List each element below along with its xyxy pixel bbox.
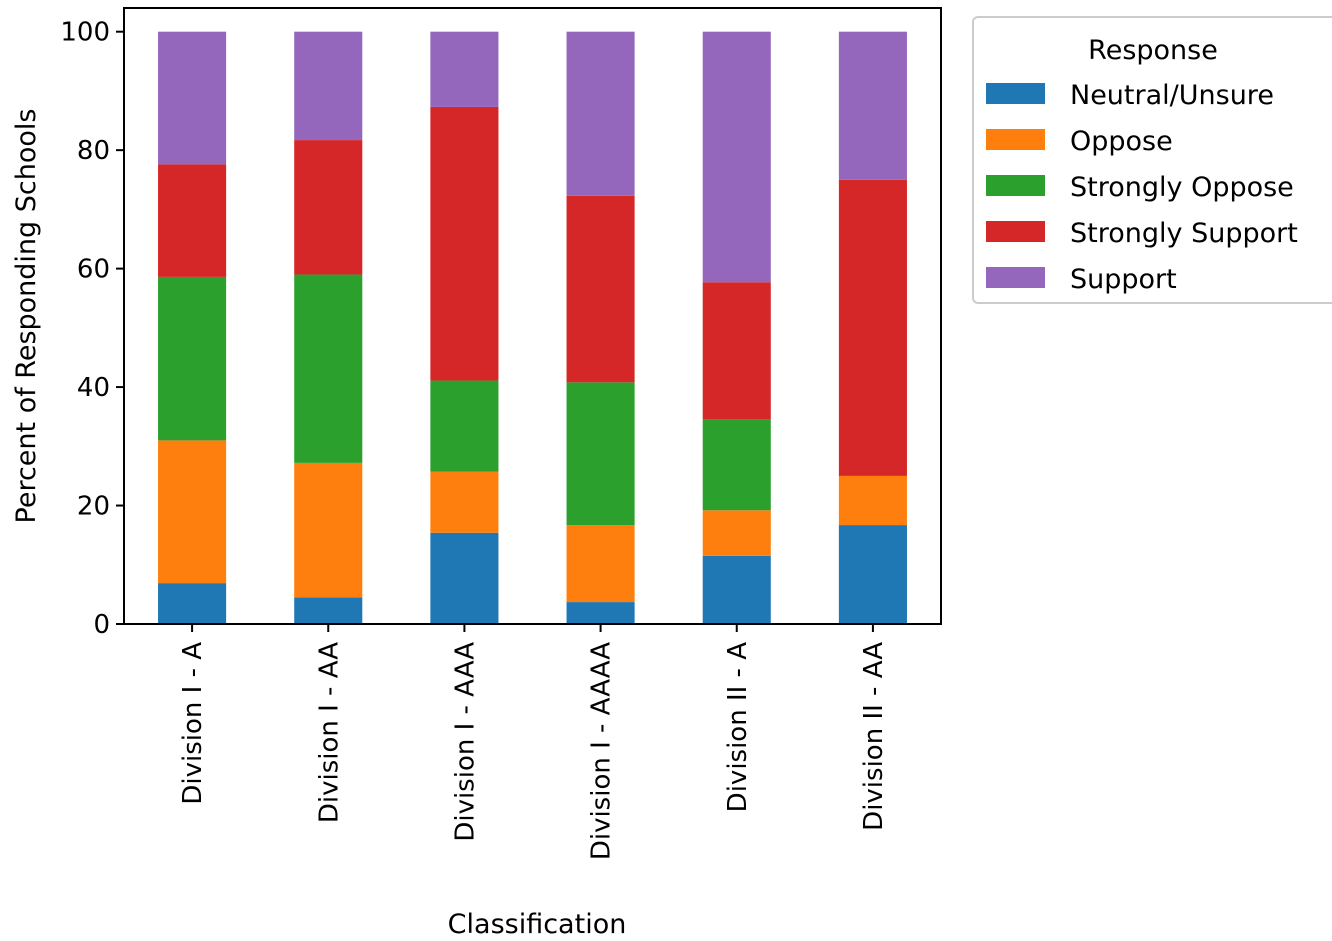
x-tick-label-4: Division II - A xyxy=(723,642,753,813)
legend-swatch-3 xyxy=(986,221,1045,242)
x-tick-label-1: Division I - AA xyxy=(314,642,344,823)
bar-segment-2-3 xyxy=(430,106,499,381)
bar-segment-3-4 xyxy=(566,31,635,196)
y-tick-label-0: 0 xyxy=(93,610,110,640)
bar-segment-0-0 xyxy=(158,583,227,624)
bar-segment-4-3 xyxy=(702,282,771,420)
bar-segment-1-3 xyxy=(294,140,363,275)
y-tick-label-4: 80 xyxy=(77,136,110,166)
bar-segment-0-2 xyxy=(158,276,227,441)
x-tick-label-0: Division I - A xyxy=(178,642,208,805)
legend: Response Neutral/Unsure Oppose Strongly Op… xyxy=(972,16,1332,304)
legend-label-2: Strongly Oppose xyxy=(1070,172,1294,203)
bar-segment-4-1 xyxy=(702,510,771,556)
bar-segment-5-4 xyxy=(838,31,907,180)
y-axis-title: Percent of Responding Schools xyxy=(11,109,42,524)
bar-segment-3-1 xyxy=(566,525,635,603)
bar-segment-4-2 xyxy=(702,419,771,511)
bar-segment-5-3 xyxy=(838,179,907,476)
bar-segment-2-1 xyxy=(430,471,499,533)
x-axis: Division I - A Division I - AA Division I … xyxy=(178,624,889,860)
plot-frame xyxy=(123,7,942,625)
legend-title: Response xyxy=(1088,35,1218,66)
bar-segment-4-0 xyxy=(702,555,771,624)
bar-segment-3-3 xyxy=(566,195,635,383)
bar-segment-2-0 xyxy=(430,532,499,624)
bar-segment-0-1 xyxy=(158,440,227,584)
bar-segment-1-4 xyxy=(294,31,363,141)
bars-layer xyxy=(158,31,907,624)
bar-segment-5-0 xyxy=(838,525,907,624)
bar-segment-1-0 xyxy=(294,597,363,624)
legend-label-1: Oppose xyxy=(1070,126,1173,157)
bar-segment-1-2 xyxy=(294,274,363,463)
legend-label-4: Support xyxy=(1070,264,1177,295)
x-tick-label-5: Division II - AA xyxy=(859,642,889,831)
y-tick-label-3: 60 xyxy=(77,255,110,285)
bar-segment-2-2 xyxy=(430,380,499,472)
bar-segment-3-2 xyxy=(566,382,635,526)
bar-segment-2-4 xyxy=(430,31,499,107)
bar-segment-5-1 xyxy=(838,475,907,526)
legend-swatch-0 xyxy=(986,83,1045,104)
bar-segment-3-0 xyxy=(566,602,635,624)
x-tick-label-3: Division I - AAAA xyxy=(587,642,617,860)
bar-segment-0-4 xyxy=(158,31,227,165)
x-tick-label-2: Division I - AAA xyxy=(450,642,480,842)
legend-frame xyxy=(972,16,1332,304)
bar-segment-1-1 xyxy=(294,462,363,598)
bar-segment-0-3 xyxy=(158,164,227,277)
x-axis-title: Classification xyxy=(448,909,627,940)
legend-label-0: Neutral/Unsure xyxy=(1070,80,1274,111)
bar-segment-4-4 xyxy=(702,31,771,283)
legend-swatch-2 xyxy=(986,175,1045,196)
y-axis: 0 20 40 60 80 100 xyxy=(60,18,124,640)
y-tick-label-5: 100 xyxy=(60,18,110,48)
legend-swatch-4 xyxy=(986,267,1045,288)
legend-swatch-1 xyxy=(986,129,1045,150)
y-tick-label-1: 20 xyxy=(77,492,110,522)
legend-label-3: Strongly Support xyxy=(1070,218,1298,249)
y-tick-label-2: 40 xyxy=(77,373,110,403)
